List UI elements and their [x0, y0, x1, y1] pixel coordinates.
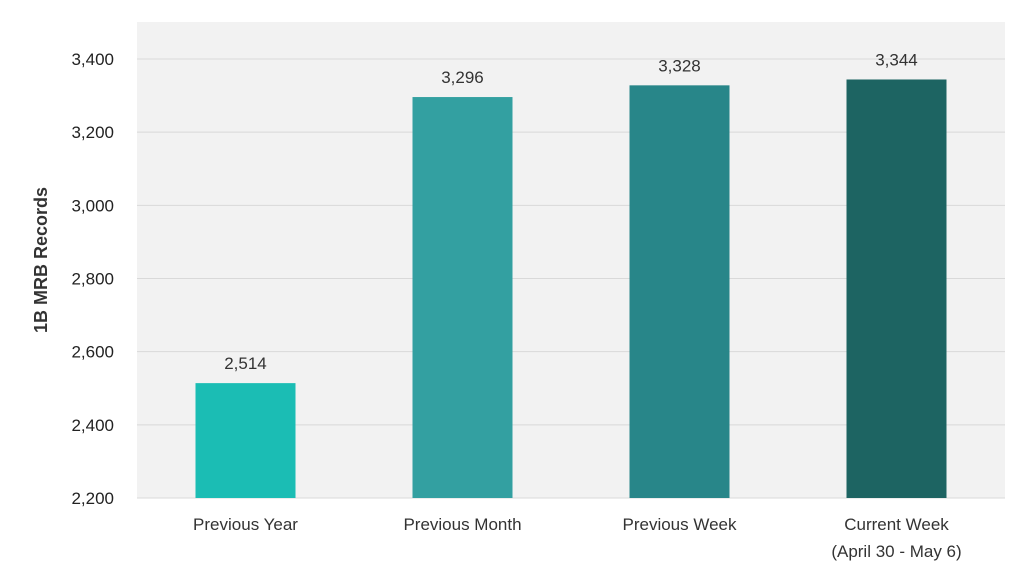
bars — [195, 79, 947, 499]
y-tick-label: 2,800 — [71, 270, 114, 289]
y-tick-label: 3,400 — [71, 50, 114, 69]
bar — [629, 85, 730, 498]
x-category-label: Current Week — [844, 515, 949, 534]
data-label: 2,514 — [224, 354, 267, 373]
x-axis-labels: Previous Year Previous Month Previous Week… — [193, 515, 962, 561]
x-category-label: Previous Month — [403, 515, 521, 534]
y-tick-label: 2,200 — [71, 489, 114, 508]
bar — [195, 383, 296, 498]
bar — [846, 79, 947, 498]
y-tick-label: 3,200 — [71, 123, 114, 142]
y-tick-label: 2,600 — [71, 343, 114, 362]
x-category-label: Previous Week — [622, 515, 737, 534]
data-labels: 2,514 3,296 3,328 3,344 — [224, 50, 918, 373]
x-category-label: Previous Year — [193, 515, 298, 534]
y-axis-ticks: 2,200 2,400 2,600 2,800 3,000 3,200 3,400 — [71, 50, 114, 508]
data-label: 3,344 — [875, 50, 918, 69]
data-label: 3,328 — [658, 56, 701, 75]
y-axis-title: 1B MRB Records — [31, 187, 51, 333]
y-tick-label: 2,400 — [71, 416, 114, 435]
bar — [412, 97, 513, 499]
y-tick-label: 3,000 — [71, 196, 114, 215]
data-label: 3,296 — [441, 68, 484, 87]
x-category-label: (April 30 - May 6) — [831, 542, 961, 561]
